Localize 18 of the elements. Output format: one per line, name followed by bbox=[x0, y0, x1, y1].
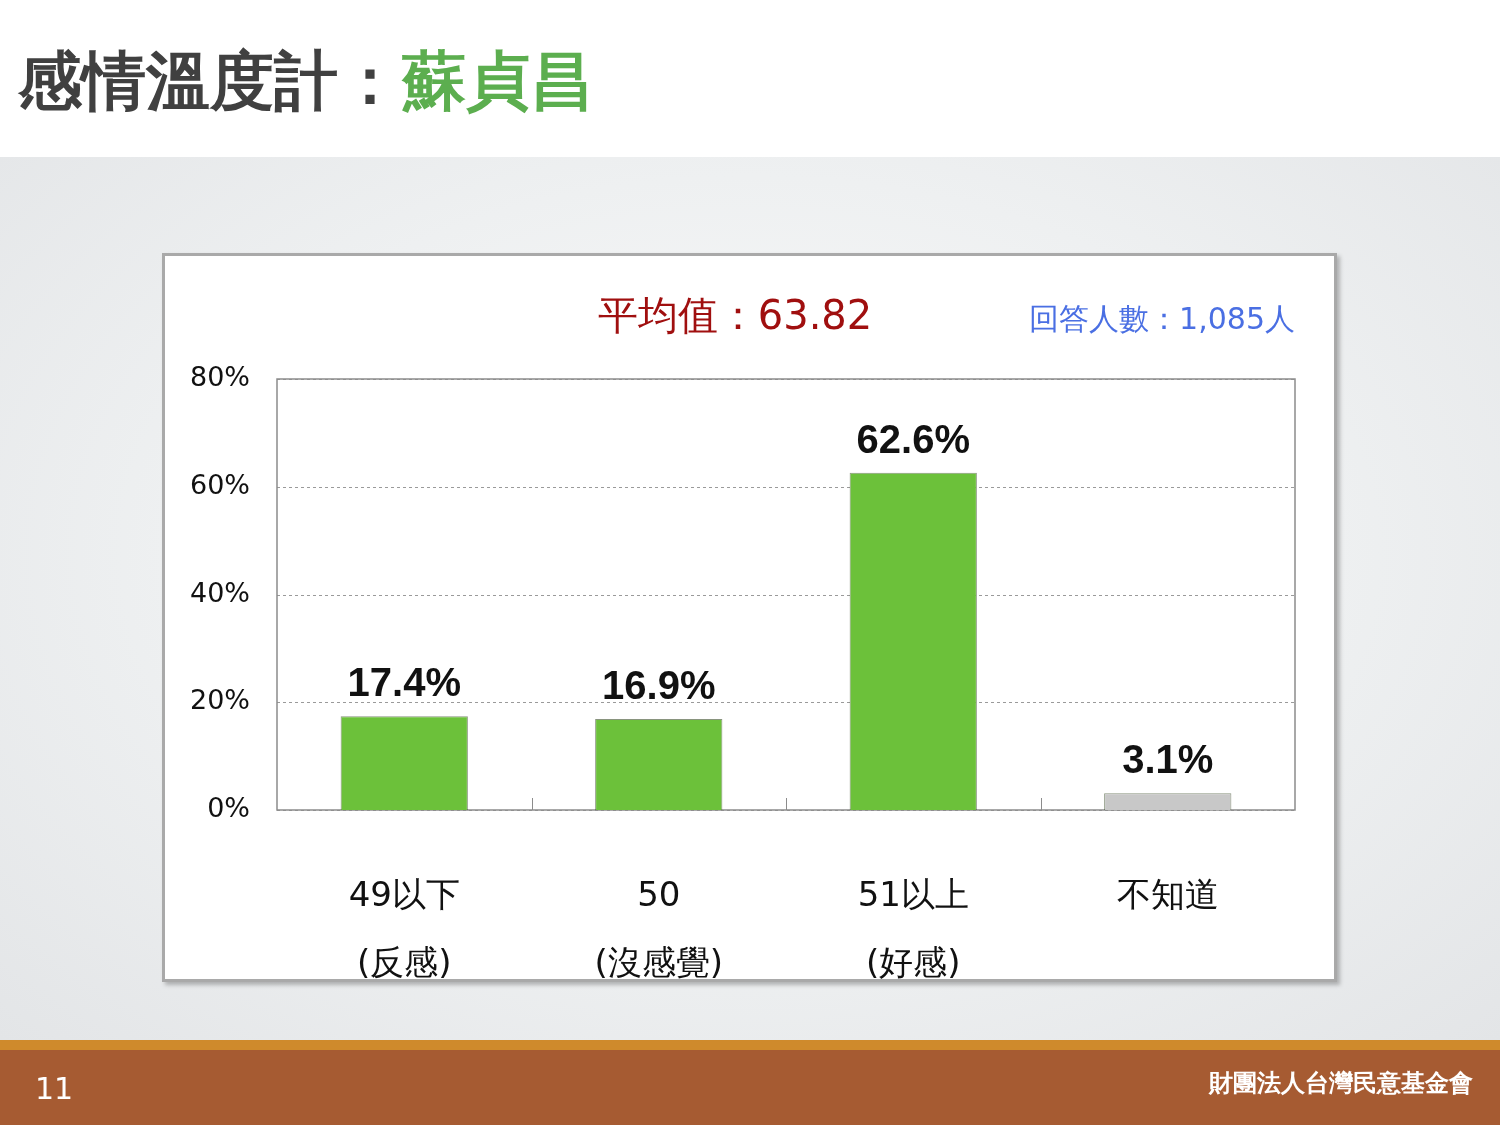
text: 財團法人台灣民意基金會 bbox=[1209, 1068, 1473, 1097]
x-tick-label: 51以上 (好感) bbox=[857, 873, 969, 982]
x-tick-label: 50 (沒感覺) bbox=[594, 873, 724, 982]
chart-title: 感情溫度計：蘇貞昌 bbox=[18, 44, 594, 118]
data-label: 62.6% bbox=[856, 416, 970, 461]
text: 平均值：63.82 bbox=[597, 292, 873, 338]
data-label: 17.4% bbox=[347, 660, 461, 705]
x-tick-label: 49以下 (反感) bbox=[348, 873, 460, 982]
y-tick-label: 60% bbox=[189, 468, 250, 500]
data-label: 16.9% bbox=[602, 662, 716, 707]
data-label: 3.1% bbox=[1122, 737, 1214, 782]
text: 11 bbox=[35, 1070, 74, 1106]
text: 回答人數：1,085人 bbox=[1029, 300, 1295, 336]
y-tick-label: 40% bbox=[189, 576, 250, 608]
x-tick-label: 不知道 bbox=[1116, 873, 1219, 914]
y-tick-label: 20% bbox=[189, 684, 250, 716]
y-tick-label: 0% bbox=[207, 792, 250, 824]
y-tick-label: 80% bbox=[189, 361, 250, 393]
